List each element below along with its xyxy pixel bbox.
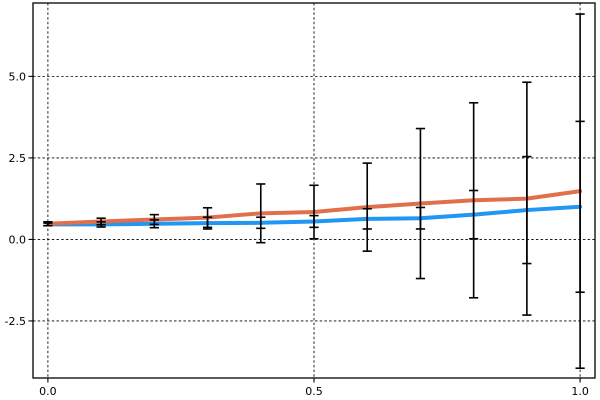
- y-tick-label: 5.0: [9, 70, 27, 83]
- x-tick-label: 0.5: [305, 385, 323, 398]
- y-tick-label: 0.0: [9, 233, 27, 246]
- x-tick-label: 0.0: [39, 385, 57, 398]
- y-tick-label: -2.5: [5, 315, 26, 328]
- y-tick-label: 2.5: [9, 152, 27, 165]
- x-tick-label: 1.0: [571, 385, 589, 398]
